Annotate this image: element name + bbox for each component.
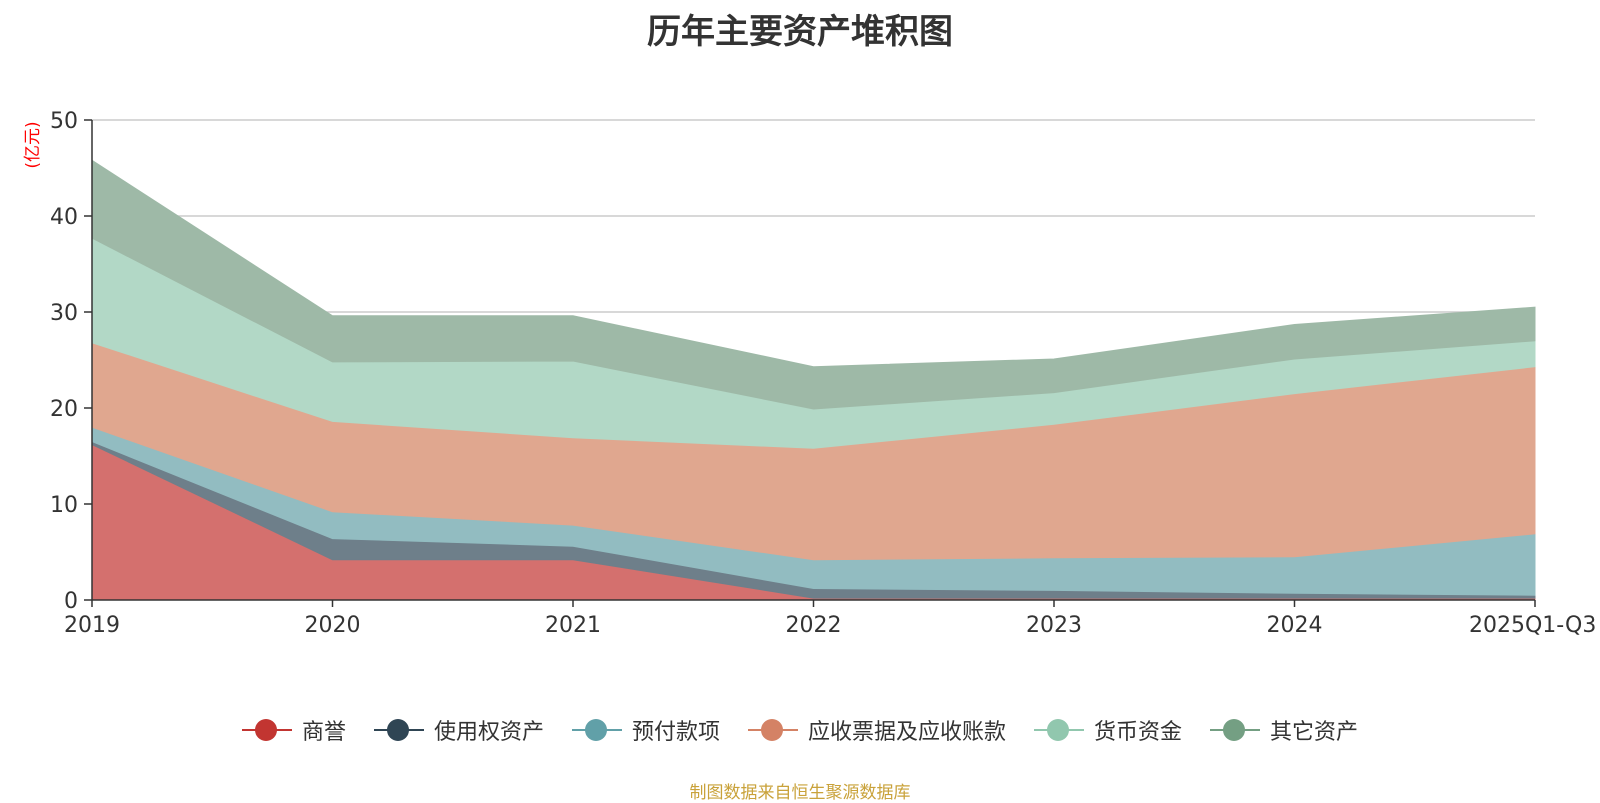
y-tick-label: 10 bbox=[50, 493, 78, 518]
y-axis-unit-label: (亿元) bbox=[23, 121, 43, 168]
axes: 0 10 20 30 40 50 2019 2020 2021 2022 2023 2024 2025Q… bbox=[50, 109, 1596, 638]
y-tick-label: 50 bbox=[50, 109, 78, 134]
legend-marker-icon bbox=[1034, 718, 1085, 742]
legend-label: 其它资产 bbox=[1270, 720, 1359, 745]
legend-marker-icon bbox=[571, 718, 622, 742]
y-tick-label: 20 bbox=[50, 397, 78, 422]
y-tick-label: 30 bbox=[50, 301, 78, 326]
x-tick-label: 2025Q1-Q3 bbox=[1469, 613, 1596, 638]
y-tick-label: 0 bbox=[64, 589, 78, 614]
legend-marker-icon bbox=[748, 718, 798, 742]
x-tick-label: 2024 bbox=[1267, 613, 1323, 638]
legend-marker-icon bbox=[373, 718, 424, 742]
legend-item[interactable]: 其它资产 bbox=[1210, 714, 1358, 746]
chart-title: 历年主要资产堆积图 bbox=[647, 12, 953, 52]
y-tick-label: 40 bbox=[50, 205, 78, 230]
x-tick-label: 2021 bbox=[545, 613, 601, 638]
legend-label: 货币资金 bbox=[1094, 720, 1183, 745]
legend-label: 应收票据及应收账款 bbox=[808, 720, 1007, 745]
legend-marker-icon bbox=[1210, 718, 1261, 742]
legend-item[interactable]: 货币资金 bbox=[1034, 714, 1182, 746]
legend-item[interactable]: 应收票据及应收账款 bbox=[748, 714, 1006, 746]
legend-label: 商誉 bbox=[301, 720, 346, 745]
x-tick-label: 2023 bbox=[1026, 613, 1082, 638]
legend-label: 预付款项 bbox=[631, 720, 720, 745]
area-series bbox=[91, 159, 1536, 601]
legend-marker-icon bbox=[241, 718, 292, 742]
area-其它资产 bbox=[91, 159, 1536, 410]
legend: 商誉 使用权资产 预付款项 应收票据及应收账款 货币资金 其它资产 bbox=[0, 714, 1600, 746]
legend-item[interactable]: 使用权资产 bbox=[373, 714, 544, 746]
x-tick-label: 2020 bbox=[305, 613, 361, 638]
source-note: 制图数据来自恒生聚源数据库 bbox=[689, 783, 911, 803]
legend-label: 使用权资产 bbox=[433, 720, 544, 745]
x-tick-label: 2019 bbox=[64, 613, 120, 638]
x-tick-label: 2022 bbox=[786, 613, 842, 638]
legend-item[interactable]: 预付款项 bbox=[571, 714, 720, 746]
legend-item[interactable]: 商誉 bbox=[241, 714, 346, 746]
